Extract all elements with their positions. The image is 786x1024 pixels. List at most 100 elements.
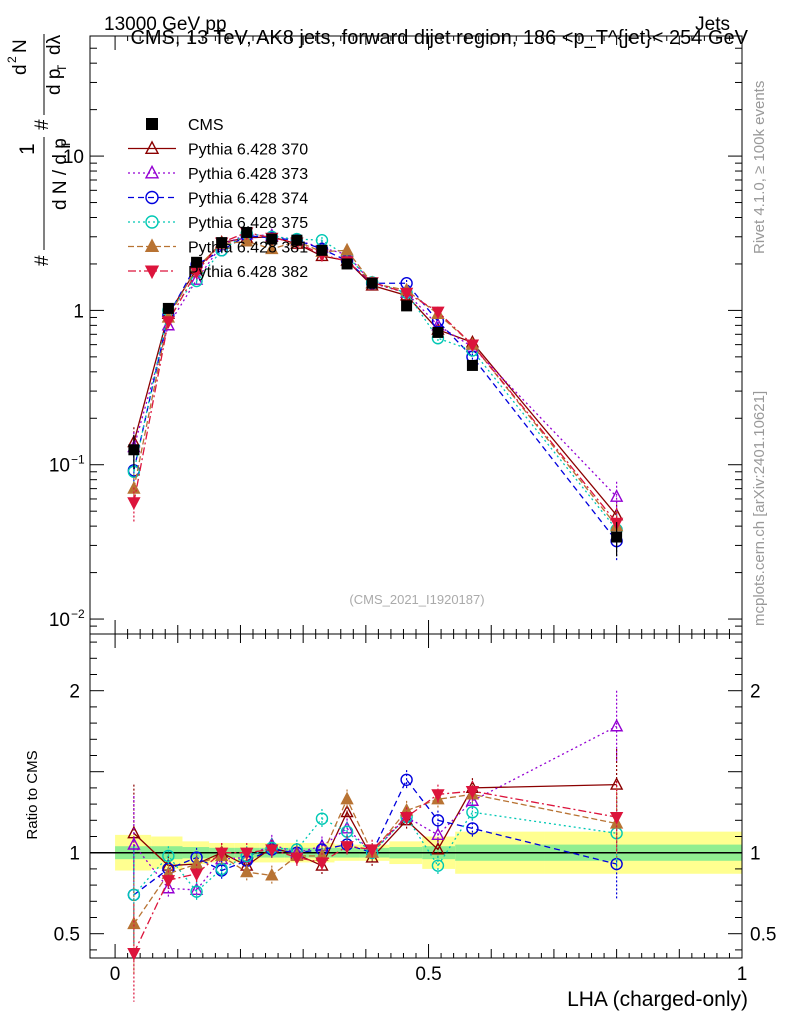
data-point bbox=[162, 302, 174, 314]
legend-label: Pythia 6.428 381 bbox=[188, 240, 308, 257]
ratio-point bbox=[340, 841, 354, 854]
y-axis-label-part: # bbox=[32, 255, 53, 266]
ratio-point bbox=[609, 718, 624, 732]
data-point bbox=[609, 489, 624, 502]
data-point bbox=[315, 234, 329, 247]
header-right: Jets bbox=[695, 14, 730, 35]
ratio-point bbox=[431, 814, 445, 827]
legend-entry: Pythia 6.428 374 bbox=[128, 191, 308, 208]
y-tick-label: 10 bbox=[63, 147, 84, 168]
ratio-point bbox=[162, 849, 175, 863]
ratio-point bbox=[399, 811, 414, 825]
ratio-point bbox=[315, 857, 329, 870]
data-point bbox=[291, 234, 303, 246]
ratio-point bbox=[466, 806, 479, 819]
y-axis-label-part: N bbox=[10, 39, 31, 53]
ratio-point bbox=[189, 868, 204, 882]
ratio-point bbox=[610, 857, 623, 871]
plot-title: CMS, 13 TeV, AK8 jets, forward dijet reg… bbox=[130, 27, 748, 49]
legend-marker bbox=[144, 265, 160, 280]
ratio-point bbox=[127, 916, 141, 930]
data-point bbox=[316, 244, 328, 256]
y-axis-label-part: T bbox=[55, 64, 69, 72]
ratio-point bbox=[265, 867, 279, 881]
ratio-point bbox=[400, 773, 413, 786]
analysis-watermark: (CMS_2021_I1920187) bbox=[349, 592, 484, 607]
y-axis-label-part: 2 bbox=[5, 56, 19, 63]
ratio-y-tick-label-right: 2 bbox=[750, 682, 761, 703]
ratio-series-5 bbox=[127, 784, 624, 973]
ratio-series-6 bbox=[127, 781, 624, 1002]
y-tick-exponent: −1 bbox=[71, 453, 85, 467]
ratio-point bbox=[161, 875, 176, 888]
legend-entry: Pythia 6.428 381 bbox=[128, 238, 308, 257]
y-axis-label-part: T bbox=[59, 140, 73, 148]
legend-marker bbox=[145, 215, 159, 229]
ratio-point bbox=[365, 844, 379, 858]
data-point bbox=[340, 242, 354, 256]
data-point bbox=[611, 531, 623, 543]
y-tick-label: 1 bbox=[73, 301, 84, 322]
ratio-line bbox=[133, 793, 617, 925]
ratio-y-axis-label: Ratio to CMS bbox=[24, 750, 41, 839]
x-tick-label: 0.5 bbox=[415, 964, 441, 985]
x-axis-label: LHA (charged-only) bbox=[567, 988, 748, 1011]
ratio-point bbox=[340, 791, 354, 805]
y-axis-label-part: dλ bbox=[44, 34, 65, 55]
ratio-point bbox=[265, 844, 279, 858]
ratio-point bbox=[127, 948, 141, 961]
ratio-y-tick-label-right: 1 bbox=[750, 844, 761, 865]
legend-entry: Pythia 6.428 370 bbox=[128, 140, 308, 159]
ratio-point bbox=[127, 837, 141, 850]
legend-label: CMS bbox=[188, 117, 224, 134]
data-point bbox=[266, 233, 278, 245]
ratio-line bbox=[133, 811, 617, 896]
ratio-point bbox=[215, 862, 228, 876]
data-point bbox=[189, 272, 204, 285]
x-tick-label: 0 bbox=[110, 964, 121, 985]
data-point bbox=[240, 233, 254, 247]
data-point bbox=[399, 287, 414, 301]
ratio-line bbox=[133, 725, 617, 891]
ratio-point bbox=[290, 852, 304, 866]
data-point bbox=[366, 277, 378, 289]
data-point bbox=[161, 316, 176, 329]
ratio-point bbox=[465, 793, 480, 806]
legend-marker bbox=[145, 190, 159, 205]
data-point bbox=[241, 226, 253, 238]
ratio-line bbox=[133, 778, 617, 896]
data-point bbox=[128, 444, 140, 456]
legend-marker bbox=[144, 164, 160, 179]
legend-entry: CMS bbox=[146, 117, 224, 134]
ratio-point bbox=[340, 825, 354, 838]
ratio-point bbox=[214, 847, 229, 861]
data-point bbox=[265, 241, 279, 255]
legend-label: Pythia 6.428 382 bbox=[188, 264, 308, 281]
ratio-point bbox=[431, 859, 445, 872]
legend-label: Pythia 6.428 374 bbox=[188, 191, 308, 208]
data-point bbox=[432, 326, 444, 338]
y-tick-label: 10 bbox=[49, 610, 70, 631]
data-point bbox=[216, 237, 228, 249]
mcplots-reference-label: mcplots.cern.ch [arXiv:2401.10621] bbox=[751, 391, 768, 626]
main-series-0 bbox=[128, 226, 623, 557]
ratio-point bbox=[431, 789, 445, 802]
y-axis-label-part: # bbox=[32, 119, 53, 130]
data-point bbox=[341, 258, 353, 270]
ratio-point bbox=[431, 827, 445, 840]
legend-marker bbox=[146, 118, 158, 130]
y-axis-label-part: d bbox=[10, 64, 31, 75]
ratio-point bbox=[240, 847, 254, 861]
y-tick-label: 10 bbox=[49, 456, 70, 477]
ratio-y-tick-label: 1 bbox=[69, 844, 80, 865]
legend-label: Pythia 6.428 370 bbox=[188, 142, 308, 159]
legend-marker bbox=[144, 140, 160, 155]
data-point bbox=[466, 359, 478, 371]
ratio-point bbox=[315, 812, 329, 825]
ratio-point bbox=[240, 864, 254, 878]
ratio-y-tick-label: 0.5 bbox=[54, 925, 80, 946]
ratio-y-tick-label-right: 0.5 bbox=[750, 925, 776, 946]
